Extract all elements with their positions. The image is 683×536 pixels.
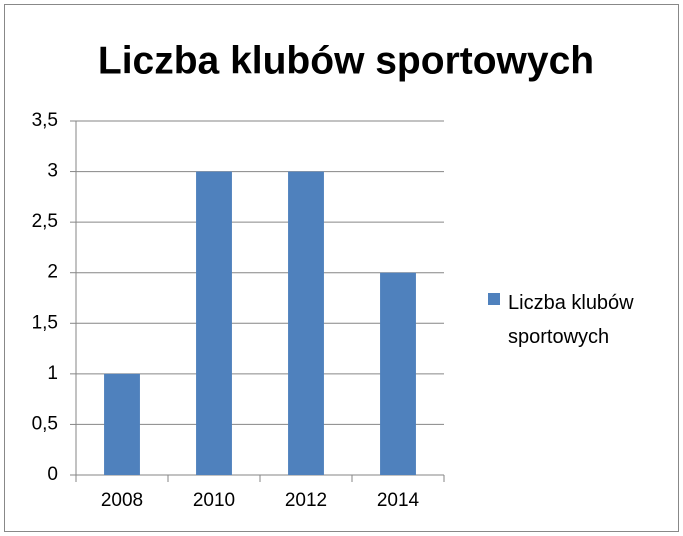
bar [196,171,232,476]
y-tick-label: 1 [47,363,58,384]
y-tick-label: 2,5 [32,211,58,232]
y-tick-label: 3,5 [32,110,58,131]
bar [104,373,140,475]
bar [380,272,416,475]
chart-title: Liczba klubów sportowych [98,39,594,82]
bar [288,171,324,476]
legend-swatch [488,293,500,305]
y-tick-label: 0 [47,464,58,485]
x-tick-label: 2012 [285,490,327,511]
x-tick-label: 2014 [377,490,420,511]
y-tick-label: 3 [47,161,58,182]
y-tick-label: 1,5 [32,312,58,333]
y-tick-label: 2 [47,262,58,283]
x-tick-label: 2010 [193,490,235,511]
legend-label: Liczba klubów sportowych [508,292,634,348]
y-tick-label: 0,5 [32,413,58,434]
x-tick-label: 2008 [101,490,143,511]
